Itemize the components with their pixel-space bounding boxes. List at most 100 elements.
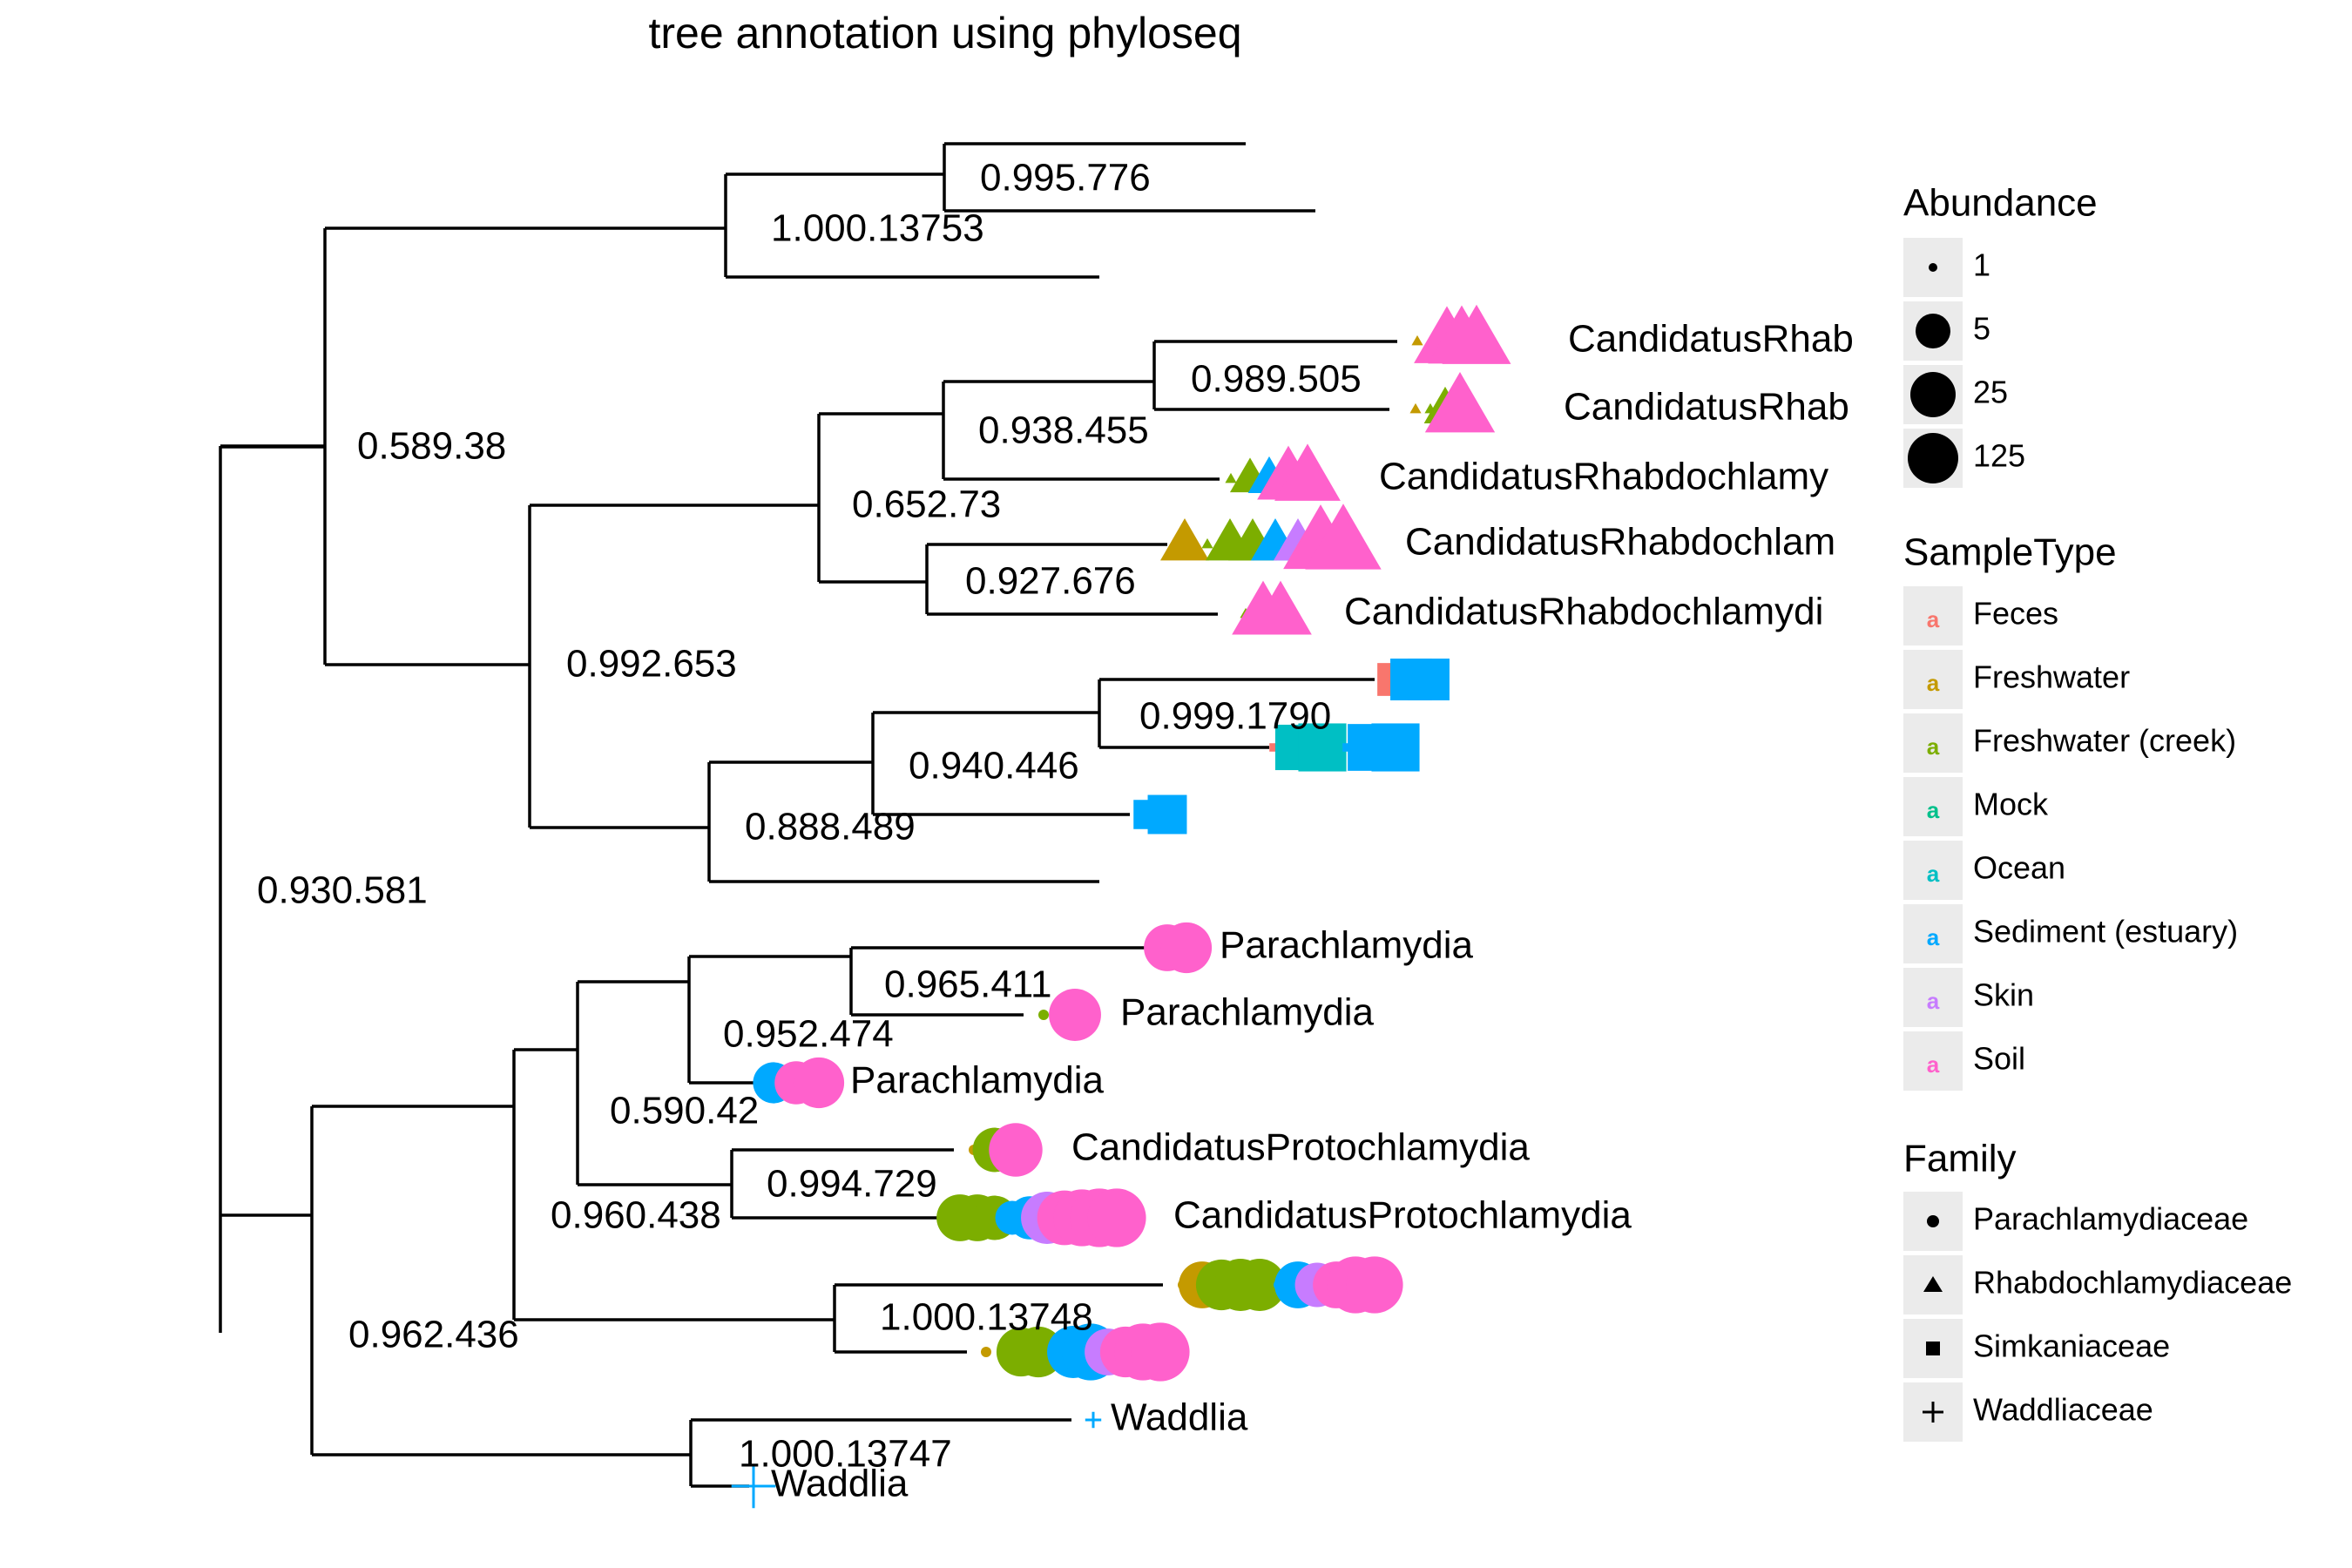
tip-label-t4: CandidatusRhab	[1568, 318, 1854, 361]
legend-abundance-point-125	[1908, 433, 1958, 483]
legend-sampletype-glyph-sediment-estuary: a	[1927, 924, 1940, 950]
legend-sampletype-glyph-mock: a	[1927, 797, 1940, 823]
abundance-point-t5-soil-3	[1424, 371, 1496, 433]
tip-points-t7	[1160, 504, 1382, 570]
legend: Abundance 1 5 25 125 SampleType a Feces a Freshwa…	[1903, 182, 2292, 1442]
legend-family-label-waddliaceae: Waddliaceae	[1973, 1392, 2153, 1428]
abundance-point-t8-soil-2	[1249, 580, 1312, 635]
node-label-n8: 0.938.455	[978, 409, 1149, 452]
legend-family-shape-simkaniaceae	[1926, 1342, 1940, 1355]
abundance-point-t10-feces-0	[1269, 743, 1278, 752]
tip-points-t14	[1038, 989, 1101, 1041]
tip-points-t11	[1133, 794, 1187, 835]
legend-sampletype-label-mock: Mock	[1973, 787, 2049, 822]
node-label-n10: 0.989.505	[1191, 358, 1362, 401]
node-label-n6: 0.652.73	[852, 483, 1001, 526]
node-label-n14: 1.000.13747	[739, 1433, 952, 1476]
node-label-n9: 0.927.676	[965, 560, 1136, 603]
legend-family-label-parachlamydiaceae: Parachlamydiaceae	[1973, 1201, 2248, 1237]
node-label-n2: 0.962.436	[348, 1314, 519, 1356]
tip-labels: CandidatusRhab CandidatusRhab CandidatusRh…	[771, 318, 1854, 1505]
tip-label-t15: Parachlamydia	[850, 1059, 1105, 1102]
abundance-point-t10-sediment-estuary-5	[1371, 723, 1420, 772]
abundance-point-t7-freshwater-0	[1160, 518, 1209, 561]
legend-sampletype-key-freshwater	[1903, 650, 1963, 709]
tip-points-t17	[936, 1188, 1146, 1247]
abundance-point-t6-soil-4	[1274, 443, 1341, 501]
legend-sampletype-label-sediment-estuary: Sediment (estuary)	[1973, 914, 2238, 950]
node-label-n5: 0.995.776	[980, 157, 1151, 199]
abundance-point-t6-freshwater-creek-0	[1225, 472, 1237, 483]
node-label-n15: 0.960.438	[551, 1194, 721, 1237]
tip-label-t8: CandidatusRhabdochlamydi	[1344, 591, 1823, 633]
tip-label-t13: Parachlamydia	[1220, 924, 1474, 967]
node-support-labels: 0.930.581 0.589.38 1.000.13753 0.995.776 0.9…	[257, 157, 1362, 1476]
tip-points-t20	[1085, 1411, 1102, 1429]
legend-sampletype-glyph-soil: a	[1927, 1051, 1940, 1078]
abundance-point-t10-sediment-estuary-3	[1342, 743, 1351, 752]
abundance-point-t15-soil-2	[793, 1057, 845, 1109]
tip-label-t20: Waddlia	[1111, 1396, 1248, 1439]
abundance-point-t19-freshwater-0	[981, 1347, 991, 1357]
legend-sampletype-key-sediment-estuary	[1903, 904, 1963, 963]
legend-abundance-point-5	[1916, 314, 1950, 348]
abundance-point-t9-sediment-estuary-2	[1408, 659, 1450, 700]
abundance-point-t4-freshwater-0	[1411, 335, 1423, 346]
legend-abundance-label-125: 125	[1973, 438, 2025, 474]
abundance-point-t20-sediment-estuary-0	[1085, 1411, 1102, 1429]
tip-points-t19	[981, 1322, 1190, 1382]
legend-sampletype-glyph-ocean: a	[1927, 861, 1940, 887]
node-label-n19: 0.952.474	[723, 1013, 894, 1056]
tip-label-t14: Parachlamydia	[1120, 991, 1375, 1034]
legend-family-label-simkaniaceae: Simkaniaceae	[1973, 1328, 2170, 1364]
tip-points-t16	[969, 1123, 1043, 1177]
legend-family-title: Family	[1903, 1138, 2017, 1180]
abundance-point-t14-soil-2	[1049, 989, 1101, 1041]
legend-sampletype-key-feces	[1903, 586, 1963, 645]
abundance-point-t7-freshwater-creek-1	[1201, 537, 1213, 549]
legend-family-shape-waddliaceae	[1923, 1402, 1943, 1423]
tip-points-t6	[1225, 443, 1341, 501]
abundance-point-t13-soil-1	[1160, 922, 1213, 974]
abundance-point-t7-soil-7	[1305, 504, 1382, 570]
legend-abundance-point-25	[1910, 372, 1956, 417]
tip-label-t6: CandidatusRhabdochlamy	[1379, 456, 1828, 498]
legend-sampletype-label-soil: Soil	[1973, 1041, 2025, 1077]
legend-sampletype-key-ocean	[1903, 841, 1963, 900]
abundance-point-t4-soil-4	[1442, 304, 1511, 364]
tip-label-t7: CandidatusRhabdochlam	[1405, 521, 1835, 564]
node-label-n4: 0.992.653	[566, 643, 737, 686]
node-label-n7: 0.888.489	[745, 806, 916, 848]
tip-points-t18	[1178, 1256, 1403, 1314]
tip-points-t15	[753, 1057, 845, 1109]
abundance-point-t21-sediment-estuary-0	[731, 1463, 776, 1509]
node-label-n20: 0.965.411	[884, 963, 1051, 1006]
tip-label-t16: CandidatusProtochlamydia	[1071, 1126, 1530, 1169]
legend-sampletype-label-freshwater-creek: Freshwater (creek)	[1973, 723, 2236, 759]
legend-sampletype-label-ocean: Ocean	[1973, 850, 2065, 886]
figure-title: tree annotation using phyloseq	[648, 9, 1241, 57]
tip-points-t10	[1269, 723, 1420, 772]
abundance-point-t10-ocean-2	[1298, 723, 1347, 772]
node-label-n12: 0.999.1790	[1139, 695, 1331, 738]
legend-sampletype-title: SampleType	[1903, 531, 2117, 574]
abundance-points	[731, 304, 1511, 1509]
legend-sampletype-glyph-freshwater: a	[1927, 670, 1940, 696]
abundance-point-t16-soil-2	[989, 1123, 1043, 1177]
tip-points-t4	[1411, 304, 1511, 364]
legend-sampletype-glyph-feces: a	[1927, 606, 1940, 632]
tip-label-t5: CandidatusRhab	[1564, 386, 1849, 429]
legend-sampletype-glyph-skin: a	[1927, 988, 1940, 1014]
tip-points-t13	[1144, 922, 1213, 974]
tip-label-t17: CandidatusProtochlamydia	[1173, 1194, 1632, 1237]
abundance-point-t5-freshwater-0	[1409, 402, 1422, 414]
abundance-point-t18-freshwater-creek-4	[1233, 1259, 1286, 1311]
abundance-point-t19-soil-10	[1131, 1322, 1190, 1382]
legend-abundance-label-1: 1	[1973, 247, 1990, 283]
abundance-point-t14-freshwater-creek-0	[1038, 1010, 1049, 1020]
legend-family-label-rhabdochlamydiaceae: Rhabdochlamydiaceae	[1973, 1265, 2292, 1301]
legend-abundance-label-25: 25	[1973, 375, 2008, 410]
legend-family-shape-parachlamydiaceae	[1927, 1215, 1939, 1227]
legend-sampletype-key-soil	[1903, 1031, 1963, 1091]
